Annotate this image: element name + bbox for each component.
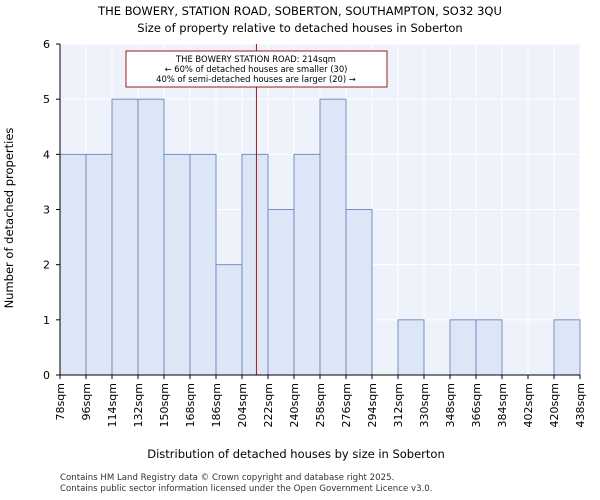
x-tick-label: 348sqm	[444, 383, 457, 427]
x-axis-ticks: 78sqm 96sqm 114sqm 132sqm 150sqm 168sqm 186sqm…	[54, 375, 587, 427]
y-tick-label: 2	[43, 259, 50, 272]
histogram-bar	[345, 209, 373, 376]
chart-title-line-2: Size of property relative to detached ho…	[137, 21, 462, 35]
x-tick-label: 420sqm	[548, 383, 561, 427]
histogram-bar	[111, 98, 139, 376]
annotation-box	[125, 50, 388, 88]
histogram-bars	[59, 98, 581, 376]
marker-annotation: THE BOWERY STATION ROAD: 214sqm ← 60% of…	[125, 50, 388, 88]
histogram-bar	[163, 153, 191, 376]
x-tick-label: 438sqm	[574, 383, 587, 427]
x-tick-label: 384sqm	[496, 383, 509, 427]
x-tick-label: 96sqm	[80, 383, 93, 420]
y-axis-label: Number of detached properties	[2, 128, 16, 309]
histogram-bar	[293, 153, 321, 376]
x-tick-label: 402sqm	[522, 383, 535, 427]
x-tick-label: 366sqm	[470, 383, 483, 427]
footer-line-1: Contains HM Land Registry data © Crown c…	[60, 473, 395, 483]
y-tick-label: 4	[43, 148, 50, 161]
x-tick-label: 150sqm	[158, 383, 171, 427]
x-tick-label: 240sqm	[288, 383, 301, 427]
x-tick-label: 114sqm	[106, 383, 119, 427]
x-tick-label: 78sqm	[54, 383, 67, 420]
histogram-bar	[59, 153, 87, 376]
x-tick-label: 330sqm	[418, 383, 431, 427]
histogram-bar	[189, 153, 217, 376]
x-tick-label: 258sqm	[314, 383, 327, 427]
x-tick-label: 204sqm	[236, 383, 249, 427]
histogram-bar	[553, 319, 581, 376]
histogram-bar	[449, 319, 477, 376]
y-axis-ticks: 0 1 2 3 4 5 6	[43, 38, 60, 382]
y-tick-label: 1	[43, 314, 50, 327]
histogram-bar	[267, 209, 295, 376]
annotation-line-3: 40% of semi-detached houses are larger (…	[156, 74, 356, 84]
histogram-bar	[85, 153, 113, 376]
x-tick-label: 132sqm	[132, 383, 145, 427]
histogram-bar	[241, 153, 269, 376]
histogram-bar	[397, 319, 425, 376]
x-tick-label: 168sqm	[184, 383, 197, 427]
chart-title-line-1: THE BOWERY, STATION ROAD, SOBERTON, SOUT…	[97, 4, 502, 18]
x-tick-label: 276sqm	[340, 383, 353, 427]
annotation-line-2: ← 60% of detached houses are smaller (30…	[165, 64, 348, 74]
y-tick-label: 5	[43, 93, 50, 106]
histogram-bar	[319, 98, 347, 376]
histogram-bar	[137, 98, 165, 376]
x-axis-label: Distribution of detached houses by size …	[147, 447, 445, 461]
x-tick-label: 312sqm	[392, 383, 405, 427]
y-tick-label: 0	[43, 369, 50, 382]
y-tick-label: 6	[43, 38, 50, 51]
y-tick-label: 3	[43, 204, 50, 217]
histogram-bar	[215, 264, 243, 376]
histogram-bar	[475, 319, 503, 376]
x-tick-label: 186sqm	[210, 383, 223, 427]
annotation-line-1: THE BOWERY STATION ROAD: 214sqm	[175, 54, 336, 64]
footer-line-2: Contains public sector information licen…	[60, 484, 433, 494]
x-tick-label: 222sqm	[262, 383, 275, 427]
x-tick-label: 294sqm	[366, 383, 379, 427]
